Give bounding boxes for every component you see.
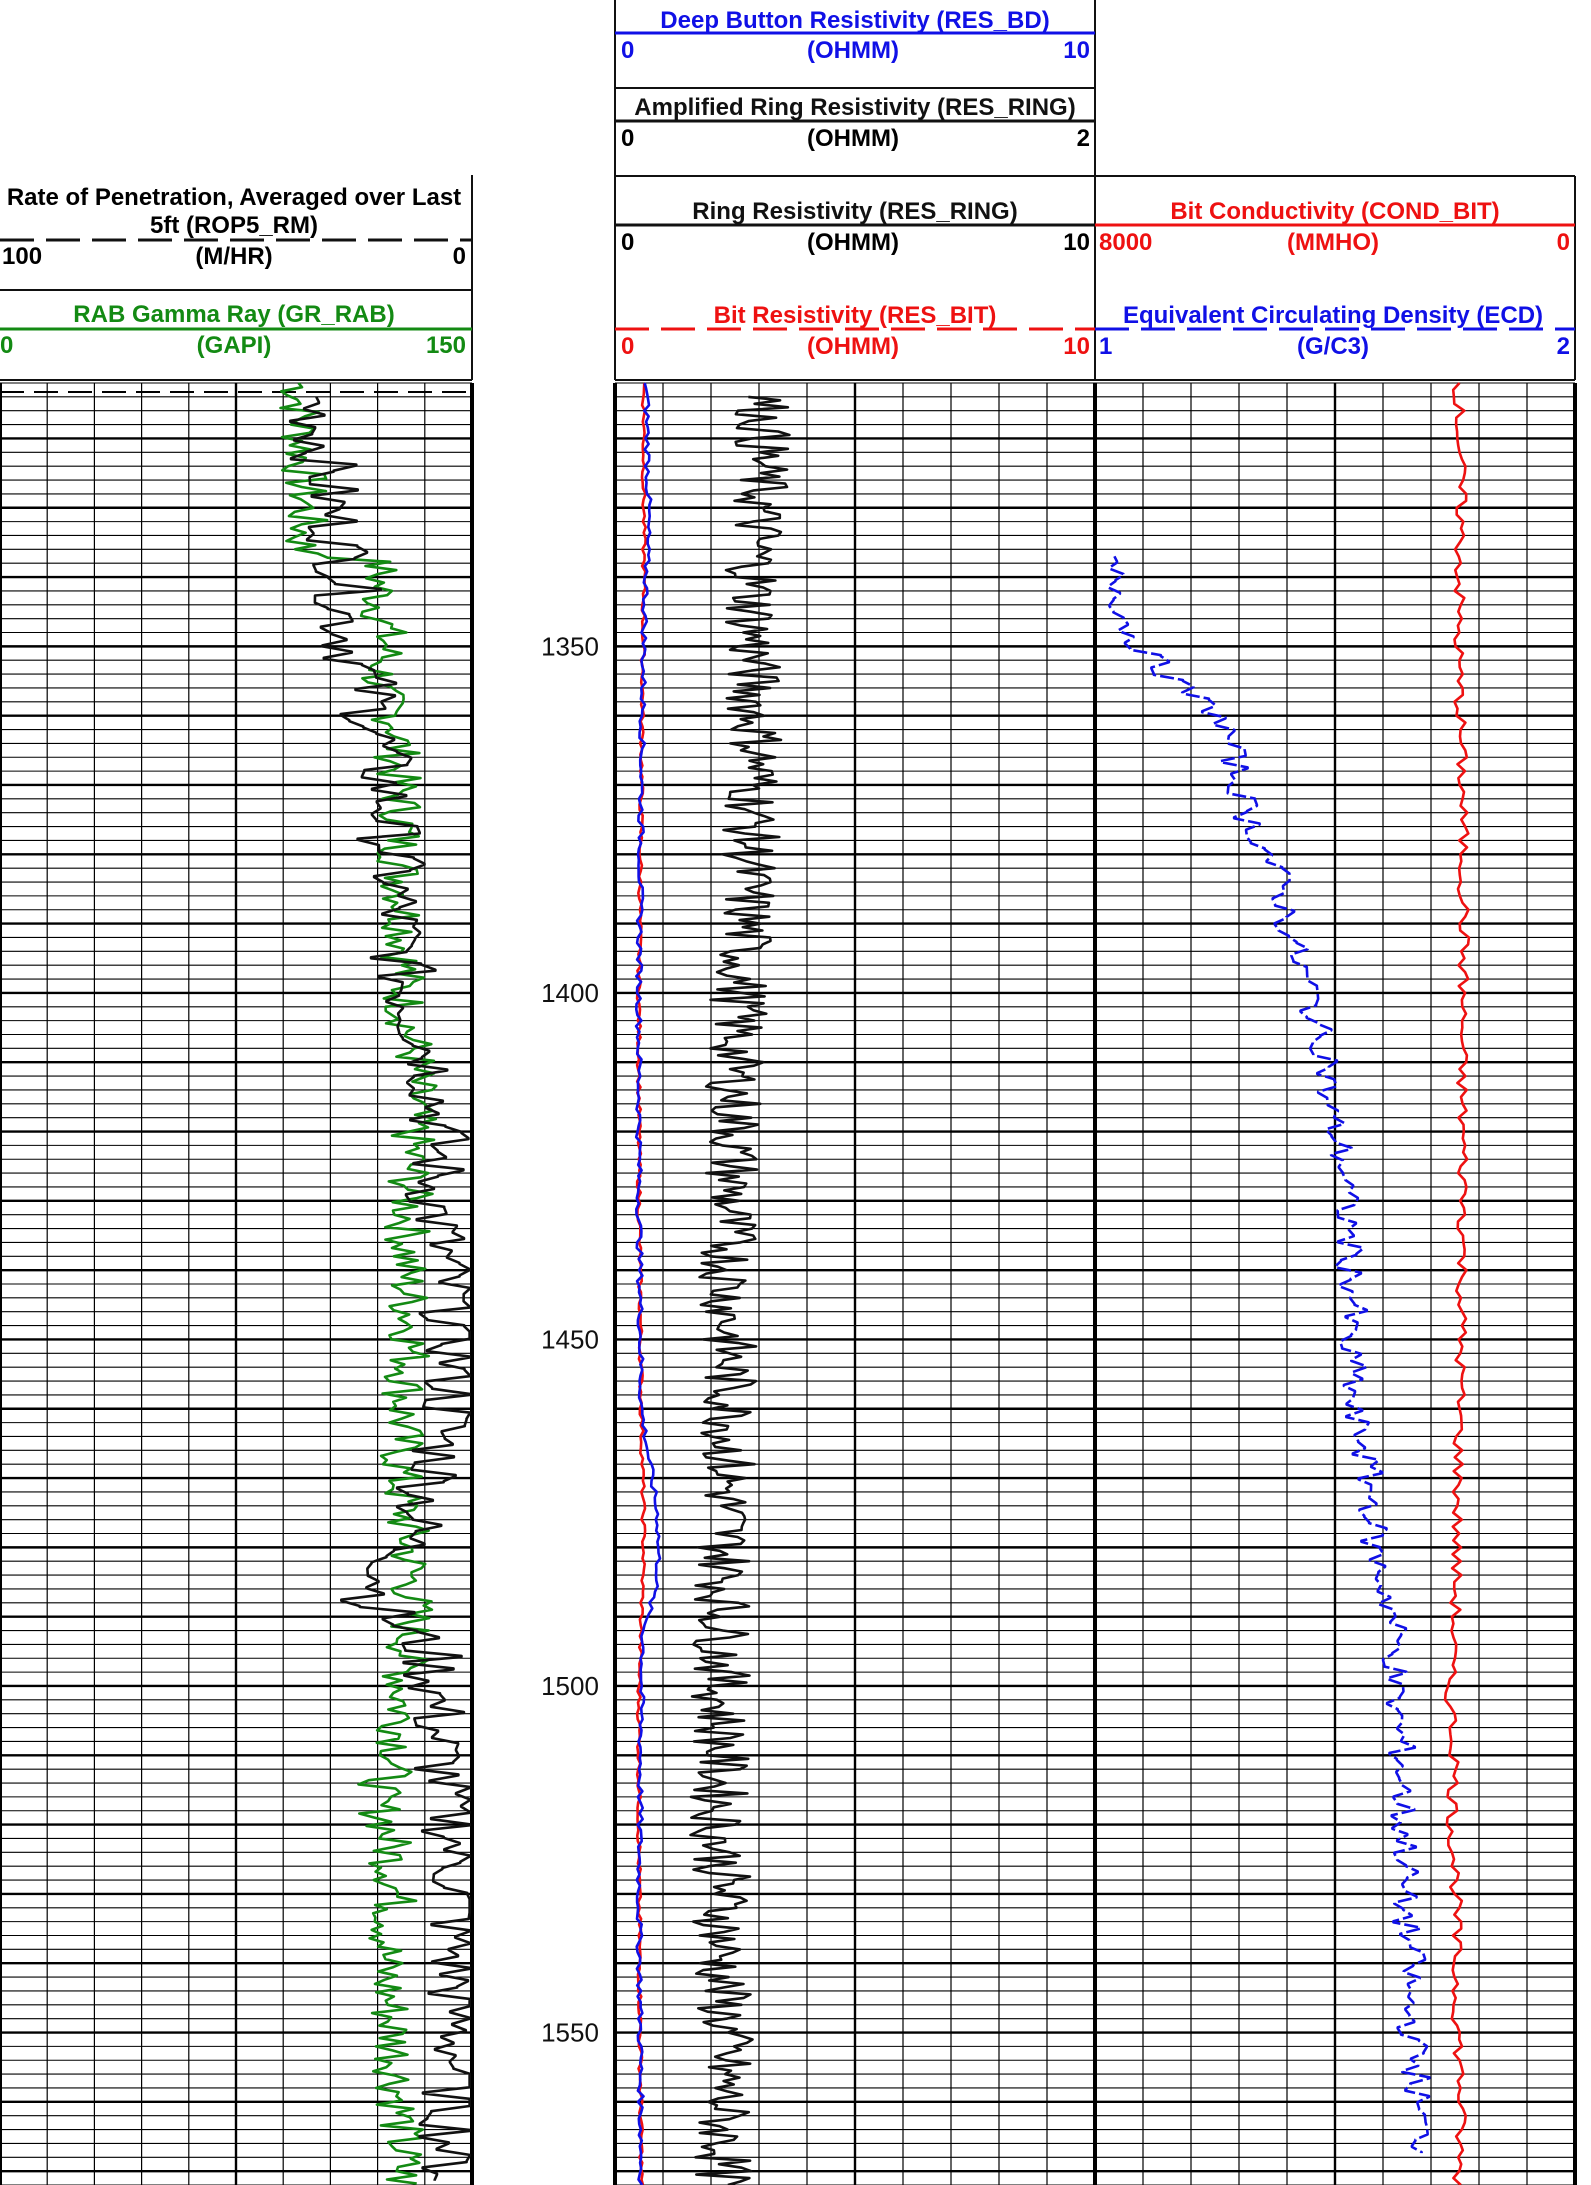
header-area: Rate of Penetration, Averaged over Last … [0, 0, 1576, 381]
ecd-unit: (G/C3) [1297, 333, 1369, 360]
res-ring-scale-right: 10 [1063, 229, 1090, 256]
res-bit-scale-right: 10 [1063, 333, 1090, 360]
cond-bit-unit: (MMHO) [1287, 229, 1379, 256]
rop-scale-left: 100 [2, 243, 42, 270]
res-ring-amp-scale-right: 2 [1077, 125, 1090, 152]
track-grid [0, 382, 1577, 2185]
curve-ecd [1106, 555, 1431, 2154]
gr-header: RAB Gamma Ray (GR_RAB) 0 (GAPI) 150 [0, 301, 472, 359]
rop-scale-right: 0 [453, 243, 466, 270]
gr-scale-left: 0 [0, 332, 13, 359]
ecd-title: Equivalent Circulating Density (ECD) [1123, 302, 1543, 329]
rop-unit: (M/HR) [195, 243, 272, 270]
curve-res-ring [689, 395, 791, 2185]
gr-title: RAB Gamma Ray (GR_RAB) [73, 301, 394, 328]
ecd-scale-right: 2 [1557, 333, 1570, 360]
gr-scale-right: 150 [426, 332, 466, 359]
res-ring-amp-header: Amplified Ring Resistivity (RES_RING) 0 … [615, 94, 1095, 152]
cond-bit-scale-left: 8000 [1099, 229, 1152, 256]
res-ring-scale-left: 0 [621, 229, 634, 256]
depth-label: 1500 [541, 1671, 599, 1701]
depth-label: 1350 [541, 631, 599, 661]
res-bit-scale-left: 0 [621, 333, 634, 360]
cond-bit-scale-right: 0 [1557, 229, 1570, 256]
res-bit-header: Bit Resistivity (RES_BIT) 0 (OHMM) 10 [615, 302, 1095, 360]
curve-rop5-rm [288, 396, 471, 2182]
res-ring-unit: (OHMM) [807, 229, 899, 256]
res-bd-scale-left: 0 [621, 37, 634, 64]
rop-title-line1: Rate of Penetration, Averaged over Last [7, 184, 461, 211]
res-ring-header: Ring Resistivity (RES_RING) 0 (OHMM) 10 [615, 198, 1095, 256]
rop-header: Rate of Penetration, Averaged over Last … [0, 184, 472, 270]
cond-bit-header: Bit Conductivity (COND_BIT) 8000 (MMHO) … [1095, 198, 1575, 256]
res-bd-title: Deep Button Resistivity (RES_BD) [660, 7, 1049, 34]
depth-label: 1450 [541, 1324, 599, 1354]
curve-cond-bit [1443, 382, 1471, 2185]
rop-title-line2: 5ft (ROP5_RM) [150, 212, 318, 239]
curve-layer [279, 382, 1471, 2185]
cond-bit-title: Bit Conductivity (COND_BIT) [1170, 198, 1499, 225]
depth-label: 1400 [541, 978, 599, 1008]
depth-track: 1350 1400 1450 1500 1550 [541, 631, 599, 2047]
res-bit-unit: (OHMM) [807, 333, 899, 360]
res-ring-amp-title: Amplified Ring Resistivity (RES_RING) [634, 94, 1075, 121]
res-bd-header: Deep Button Resistivity (RES_BD) 0 (OHMM… [615, 7, 1095, 64]
curve-res-bd [634, 382, 662, 2185]
curve-gr-rab [279, 382, 438, 2185]
gr-unit: (GAPI) [197, 332, 272, 359]
ecd-scale-left: 1 [1099, 333, 1112, 360]
res-ring-amp-unit: (OHMM) [807, 125, 899, 152]
res-bit-title: Bit Resistivity (RES_BIT) [714, 302, 997, 329]
res-bd-scale-right: 10 [1063, 37, 1090, 64]
depth-label: 1550 [541, 2018, 599, 2048]
res-bd-unit: (OHMM) [807, 37, 899, 64]
res-ring-title: Ring Resistivity (RES_RING) [692, 198, 1017, 225]
res-ring-amp-scale-left: 0 [621, 125, 634, 152]
ecd-header: Equivalent Circulating Density (ECD) 1 (… [1095, 302, 1575, 360]
